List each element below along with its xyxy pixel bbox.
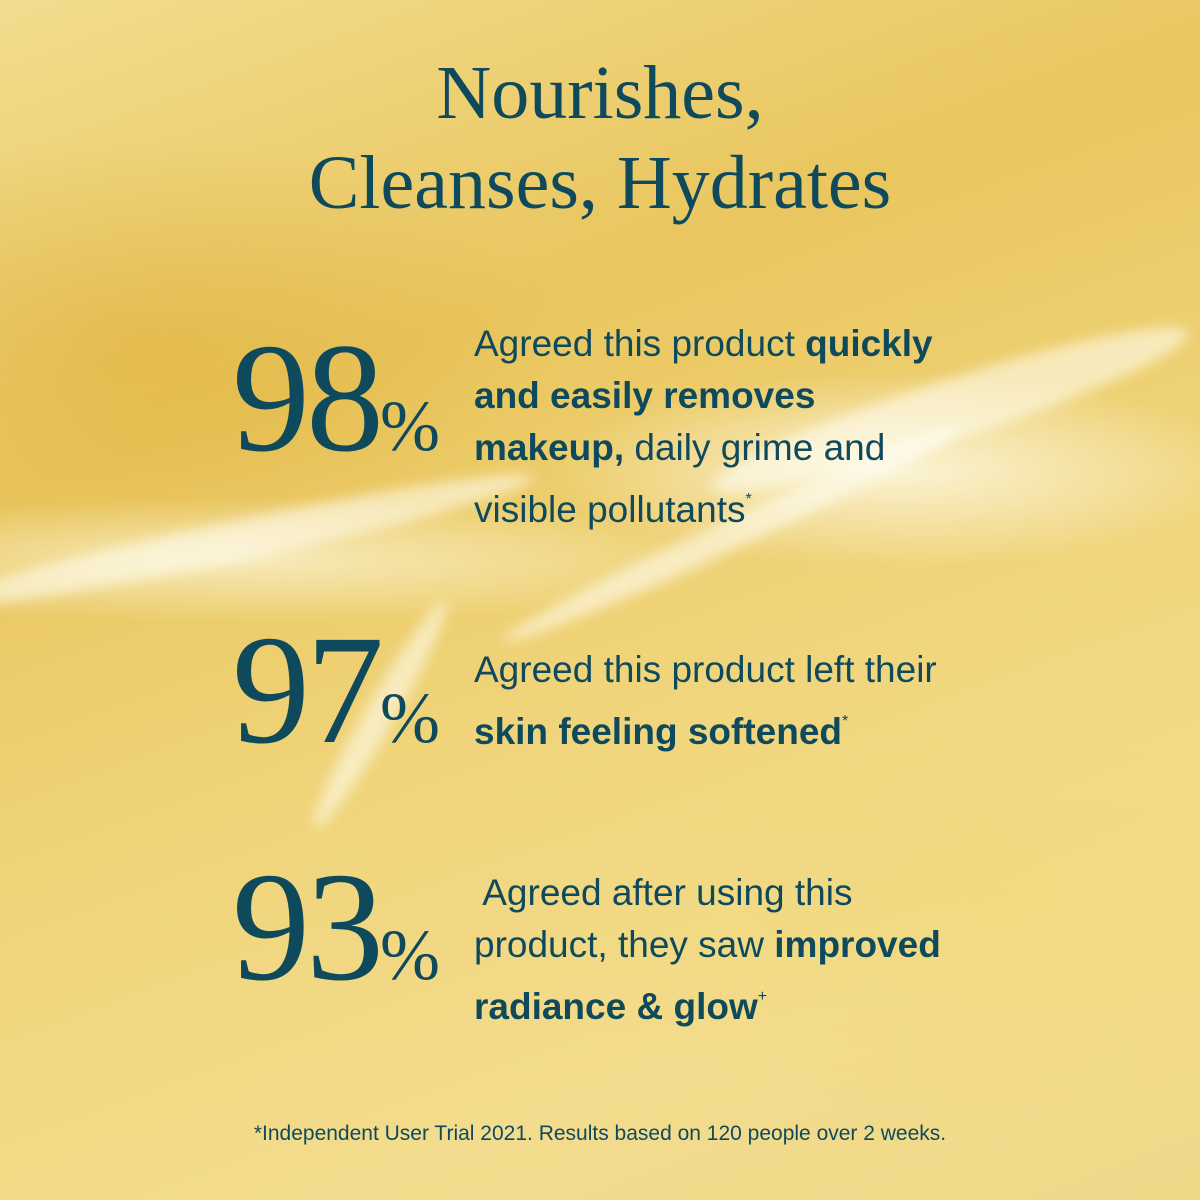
footnote: *Independent User Trial 2021. Results ba… [253,1122,947,1145]
text: Agreed this product left their [474,649,937,690]
stat-value: 97 [232,603,384,776]
title-line-1: Nourishes, [436,51,764,135]
text: visible pollutants [474,489,746,530]
stat-number: 97% [232,600,440,780]
percent-sign: % [380,678,440,758]
desc-line: Agreed this product left their [474,644,937,696]
percent-sign: % [380,915,440,995]
stat-description: Agreed after using this product, they sa… [474,867,941,1033]
desc-line: Agreed this product quickly [474,318,933,370]
stat-number: 93% [232,837,440,1017]
text: Agreed after using this [474,872,853,913]
stat-value: 93 [232,840,384,1013]
title-line-2: Cleanses, Hydrates [308,141,892,225]
desc-line: and easily removes [474,370,933,422]
text: daily grime and [624,427,886,468]
text: Agreed this product [474,323,806,364]
footnote-mark: + [757,988,768,1005]
bold-text: improved [774,924,941,965]
desc-line: makeup, daily grime and [474,422,933,474]
bold-text: and easily removes [474,375,816,416]
footnote-mark: * [745,491,752,508]
desc-line: skin feeling softened* [474,696,937,758]
desc-line: Agreed after using this [474,867,941,919]
stat-description: Agreed this product left their skin feel… [474,644,937,758]
bold-text: skin feeling softened [474,711,843,752]
desc-line: product, they saw improved [474,919,941,971]
page-title: Nourishes, Cleanses, Hydrates [0,48,1200,228]
bold-text: makeup, [474,427,625,468]
stat-description: Agreed this product quickly and easily r… [474,318,933,536]
bold-text: radiance & glow [474,986,758,1027]
stat-number: 98% [232,308,440,488]
desc-line: radiance & glow+ [474,971,941,1033]
percent-sign: % [380,386,440,466]
footnote-mark: * [842,713,849,730]
stat-value: 98 [232,311,384,484]
desc-line: visible pollutants* [474,474,933,536]
bold-text: quickly [805,323,933,364]
text: product, they saw [474,924,775,965]
